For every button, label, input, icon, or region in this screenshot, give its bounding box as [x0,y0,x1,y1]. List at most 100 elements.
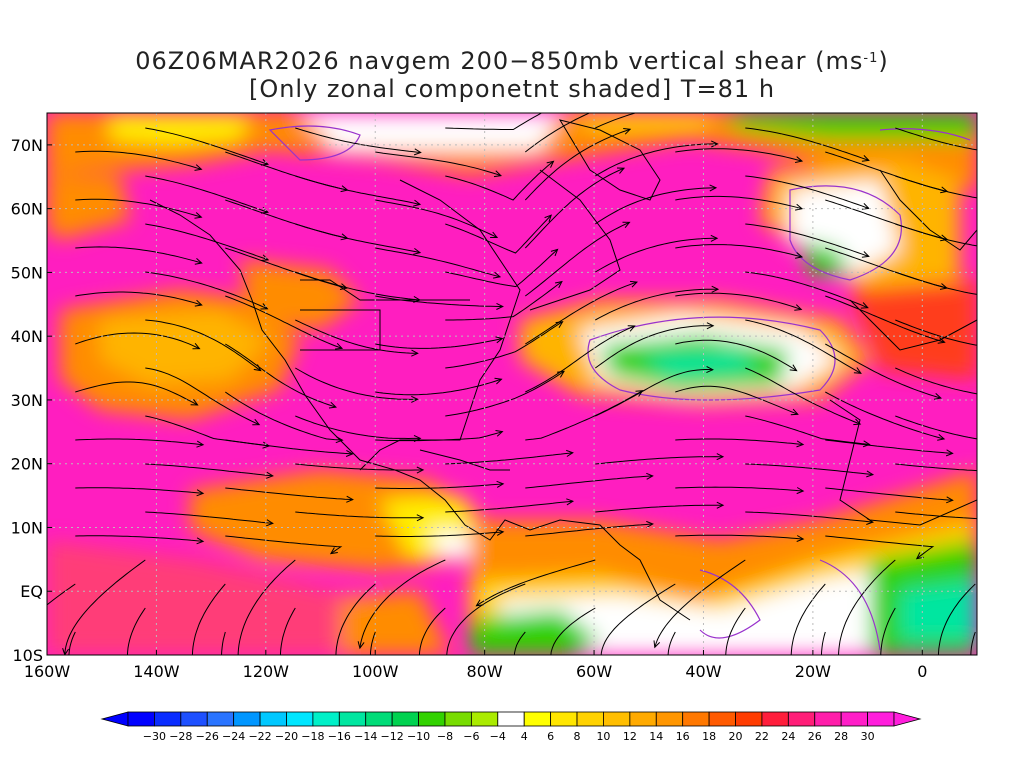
streamline [47,583,76,606]
streamline [895,271,977,295]
streamline-arrow [266,519,274,527]
colorbar-label: 4 [521,730,528,743]
map-frame [46,112,978,656]
streamline-arrow [616,167,626,174]
streamline [550,607,596,655]
colorbar-label: −4 [490,730,506,743]
streamline [745,511,873,523]
streamline [295,271,420,301]
streamline-arrow [915,552,924,560]
streamline [525,475,653,489]
streamline [75,381,198,406]
streamline-arrow [711,285,720,293]
streamline-arrow [646,520,654,528]
streamline-arrow [266,471,274,479]
colorbar-swatch [418,711,446,727]
colorbar-label: 20 [729,730,743,743]
streamline-arrow [552,104,559,110]
streamline-arrow [598,654,605,655]
streamline-arrow [794,304,803,311]
streamline-arrow [853,367,862,374]
streamline [445,321,563,369]
streamline-arrow [605,103,612,109]
streamline-arrow [555,321,564,328]
colorbar-swatch [470,711,499,727]
streamline-arrow [977,292,984,298]
streamline-arrow [189,657,195,663]
streamline [825,343,942,399]
streamline-arrow [566,449,574,457]
streamline-arrow [548,657,554,664]
chart-title-line2: [Only zonal componetnt shaded] T=81 h [248,75,776,103]
streamline-arrow [635,390,644,397]
lat-label: 10S [12,646,43,665]
streamline [295,175,421,205]
streamline [446,583,526,655]
streamline [667,631,676,655]
colorbar-label: −24 [222,730,245,743]
streamline-arrow [623,128,632,135]
shear-contours [268,125,971,651]
streamline [75,487,204,494]
streamline-arrow [413,199,422,207]
streamline [369,631,376,655]
colorbar-label: 28 [834,730,848,743]
colorbar-label: −30 [143,730,166,743]
streamline [418,607,446,655]
streamline [595,325,714,369]
streamline [745,127,869,161]
streamline [675,385,798,415]
streamline [820,631,826,655]
streamline-arrow [346,495,354,503]
streamline [75,291,202,306]
streamline [375,199,498,238]
streamline [375,295,503,307]
streamline-arrow [411,349,419,357]
chart-title-line1: 06Z06MAR2026 navgem 200−850mb vertical s… [0,48,1024,74]
streamline [525,325,635,393]
streamline-arrow [935,658,941,665]
streamline [225,439,353,455]
colorbar-swatch [206,711,235,727]
streamline [375,378,502,396]
streamline [745,367,861,425]
streamline [725,607,746,655]
streamline-arrow [706,366,714,374]
streamline [375,431,503,442]
colorbar-label: 8 [574,730,581,743]
colorbar-swatch [761,711,789,727]
colorbar-swatch [867,711,895,727]
streamline [825,487,953,501]
streamline [895,127,977,151]
streamline [295,415,421,440]
streamline-arrow [976,347,977,349]
streamline [745,319,862,374]
streamline [595,504,724,513]
latitude-labels: 70N 60N 50N 40N 30N 20N 10N EQ 10S [11,136,52,665]
streamline-arrow [861,251,870,258]
streamline [825,439,953,454]
colorbar-label: 14 [649,730,663,743]
colorbar-label: −6 [463,730,479,743]
colorbar-label: −12 [381,730,404,743]
streamline-arrow [861,155,870,162]
streamline [295,319,418,354]
lat-label: 60N [11,200,43,219]
streamline-arrow [796,487,805,495]
lon-label: 0 [917,662,927,681]
colorbar-swatch [365,711,393,727]
streamline-arrow [795,156,804,163]
lat-lon-grid [47,113,977,655]
streamline [525,523,653,537]
title-close: ) [878,47,889,75]
streamline-arrow [790,408,799,416]
streamline-arrow [627,325,636,332]
streamline [595,288,719,321]
streamline-arrow [333,657,339,663]
streamline [375,531,504,537]
streamline-arrow [277,654,285,655]
streamline-arrow [968,657,974,663]
streamline-arrow [413,248,422,255]
streamline-arrow [493,271,502,279]
streamline-arrow [862,440,871,448]
